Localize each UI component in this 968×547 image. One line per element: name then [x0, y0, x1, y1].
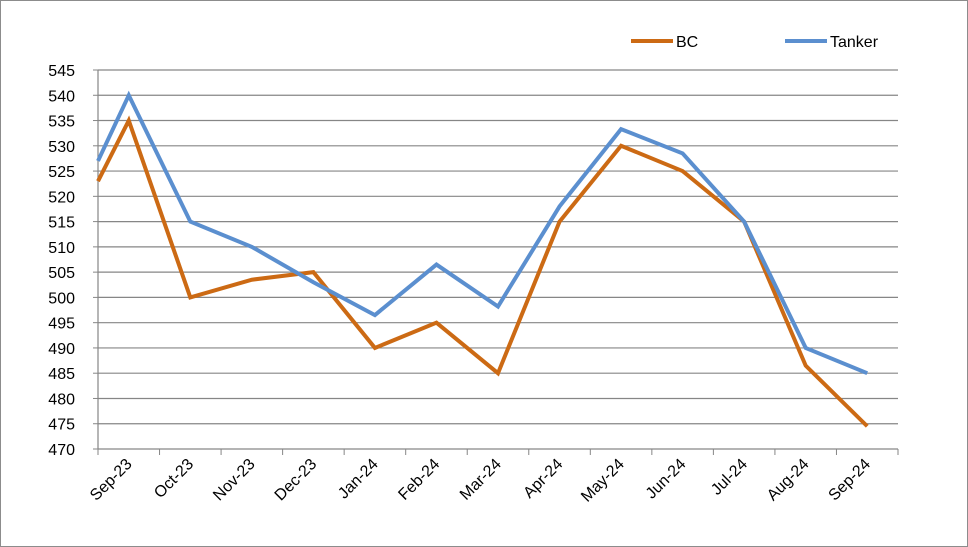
y-tick-label: 535: [48, 114, 75, 131]
y-tick-label: 540: [48, 88, 75, 105]
x-tick-label: Oct-23: [151, 456, 197, 502]
x-tick-label: Apr-24: [520, 456, 566, 502]
series-lines: [96, 90, 869, 428]
y-tick-label: 545: [48, 63, 75, 80]
x-tick-label: May-24: [578, 456, 628, 506]
legend: BC Tanker: [631, 34, 879, 51]
y-tick-label: 500: [48, 290, 75, 307]
y-tick-label: 515: [48, 215, 75, 232]
x-tick-label: Jun-24: [643, 456, 690, 503]
y-tick-label: 510: [48, 240, 75, 257]
y-tick-label: 475: [48, 417, 75, 434]
gridlines: [98, 69, 898, 425]
x-tick-label: Nov-23: [210, 456, 259, 505]
axes: [93, 69, 899, 455]
y-tick-label: 530: [48, 139, 75, 156]
x-tick-label: Sep-24: [826, 456, 875, 505]
x-tick-label: Dec-23: [272, 456, 321, 505]
legend-label-tanker: Tanker: [830, 34, 879, 51]
x-tick-label: Aug-24: [764, 456, 813, 505]
y-tick-label: 505: [48, 265, 75, 282]
x-tick-label: Jan-24: [335, 456, 382, 503]
series-line-bc: [96, 115, 869, 428]
y-tick-label: 485: [48, 366, 75, 383]
x-tick-label: Mar-24: [457, 456, 505, 504]
y-tick-labels: 470 475 480 485 490 495 500 505 510 515 520 525 530 5…: [48, 63, 75, 459]
y-tick-label: 480: [48, 391, 75, 408]
y-tick-label: 525: [48, 164, 75, 181]
legend-label-bc: BC: [676, 34, 698, 51]
series-line-tanker: [96, 90, 868, 376]
x-tick-label: Sep-23: [87, 456, 136, 505]
y-tick-label: 470: [48, 442, 75, 459]
y-tick-label: 490: [48, 341, 75, 358]
x-tick-label: Feb-24: [395, 456, 443, 504]
y-tick-label: 520: [48, 189, 75, 206]
y-tick-label: 495: [48, 316, 75, 333]
x-tick-label: Jul-24: [708, 456, 751, 499]
x-tick-labels: Sep-23 Oct-23 Nov-23 Dec-23 Jan-24 Feb-24 Mar-…: [87, 456, 874, 506]
